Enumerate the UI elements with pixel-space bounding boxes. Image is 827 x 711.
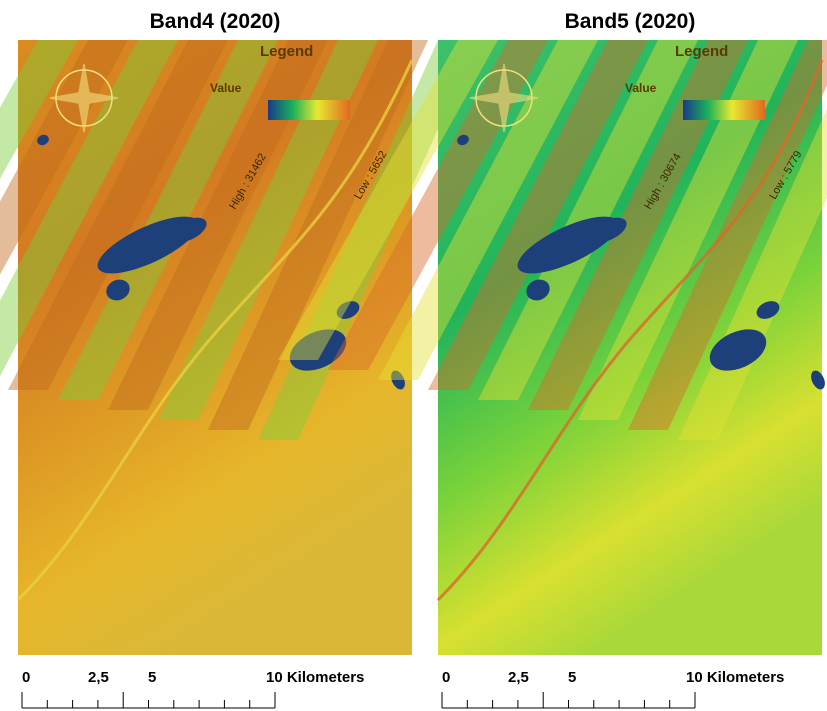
scale-label: 5: [568, 669, 576, 686]
scale-label: 5: [148, 669, 156, 686]
scale-label: 10 Kilometers: [266, 669, 364, 686]
scale-label: 2,5: [508, 669, 529, 686]
legend-colorbar: [268, 100, 350, 120]
scale-label: 10 Kilometers: [686, 669, 784, 686]
legend-field: Value: [210, 81, 242, 95]
legend-colorbar: [683, 100, 765, 120]
figure: Band4 (2020)LegendValueHigh : 31462Low :…: [0, 0, 827, 711]
scale-label: 0: [442, 669, 450, 686]
scale-label: 0: [22, 669, 30, 686]
scale-label: 2,5: [88, 669, 109, 686]
legend-title: Legend: [675, 43, 728, 60]
map-title: Band5 (2020): [565, 10, 696, 33]
legend-title: Legend: [260, 43, 313, 60]
map-title: Band4 (2020): [150, 10, 281, 33]
legend-field: Value: [625, 81, 657, 95]
